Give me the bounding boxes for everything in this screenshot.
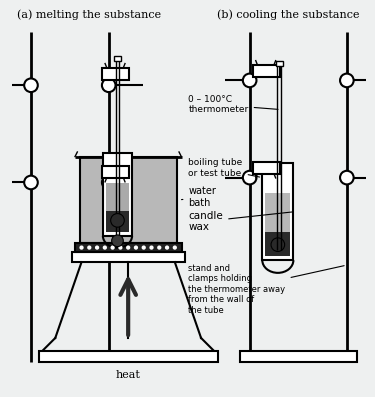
Bar [265,232,291,256]
Circle shape [24,79,38,92]
Circle shape [340,73,354,87]
Circle shape [243,171,256,185]
Bar [253,65,280,77]
Circle shape [102,175,116,189]
Bar [276,61,283,66]
Circle shape [157,245,161,250]
Circle shape [24,175,38,189]
Text: (b) cooling the substance: (b) cooling the substance [217,10,360,20]
Circle shape [172,245,177,250]
Text: water
bath: water bath [182,186,216,208]
Circle shape [149,245,154,250]
Bar [265,193,291,256]
Bar [72,252,184,262]
Bar [106,211,129,232]
Bar [102,68,129,81]
Bar [240,351,357,362]
Circle shape [111,245,115,250]
Circle shape [271,238,285,251]
Bar [80,157,177,243]
Circle shape [103,245,107,250]
Circle shape [243,73,256,87]
Circle shape [134,245,138,250]
Bar [39,351,218,362]
Bar [75,243,182,252]
Circle shape [80,245,84,250]
Circle shape [165,245,169,250]
Bar [102,166,129,177]
Bar [114,56,122,61]
Bar [103,153,132,236]
Circle shape [111,214,124,227]
Bar [106,183,129,232]
Text: 0 – 100°C
thermometer: 0 – 100°C thermometer [188,95,278,114]
Bar [253,162,280,174]
Circle shape [112,235,123,247]
Text: heat: heat [116,370,141,380]
Circle shape [126,245,130,250]
Circle shape [340,171,354,185]
Bar [262,163,293,260]
Text: boiling tube
or test tube: boiling tube or test tube [188,158,260,177]
Text: (a) melting the substance: (a) melting the substance [17,10,161,20]
Text: stand and
clamps holding
the thermometer away
from the wall of
the tube: stand and clamps holding the thermometer… [188,264,344,315]
Circle shape [87,245,92,250]
Circle shape [95,245,99,250]
Text: candle
wax: candle wax [188,210,292,232]
Circle shape [142,245,146,250]
Circle shape [118,245,123,250]
Circle shape [102,79,116,92]
